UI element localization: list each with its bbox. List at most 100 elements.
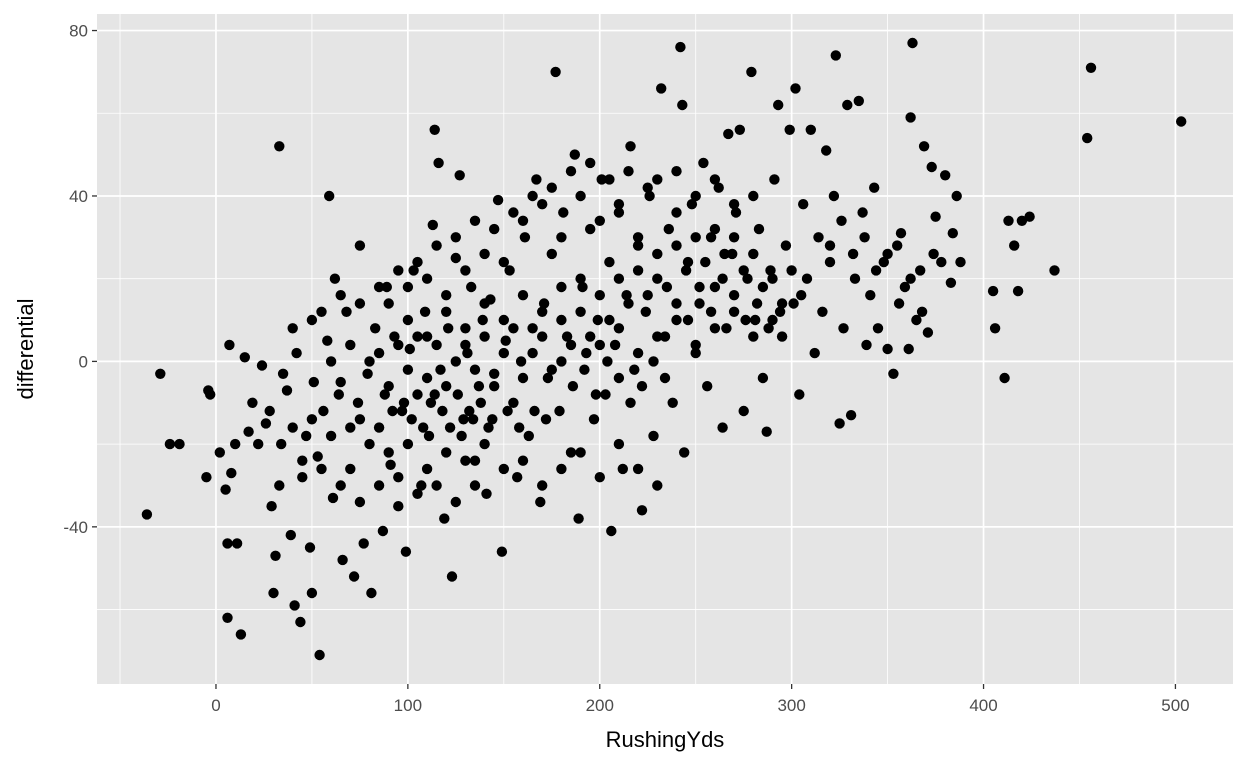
data-point [632, 232, 644, 243]
data-point [847, 248, 859, 260]
data-point [479, 298, 490, 309]
data-point [730, 207, 742, 218]
data-point [370, 323, 381, 334]
x-axis-title: RushingYds [606, 727, 725, 752]
data-point [274, 480, 285, 491]
data-point [546, 364, 557, 375]
data-point [569, 149, 580, 160]
data-point [698, 157, 709, 169]
data-point [727, 248, 738, 260]
data-point [517, 215, 529, 226]
data-point [824, 240, 836, 251]
data-point [312, 451, 323, 462]
data-point [306, 414, 318, 425]
data-point [740, 314, 751, 326]
data-point [337, 554, 348, 566]
data-point [738, 405, 749, 417]
data-point [450, 356, 461, 367]
data-point [604, 314, 615, 326]
data-point [1176, 116, 1187, 127]
data-point [757, 281, 769, 293]
data-point [955, 256, 966, 268]
data-point [911, 314, 922, 326]
data-point [362, 368, 373, 379]
data-point [412, 389, 423, 400]
data-point [680, 265, 692, 276]
data-point [632, 463, 644, 475]
data-point [784, 124, 795, 135]
data-point [671, 240, 682, 251]
data-point [748, 248, 759, 260]
data-point [659, 331, 671, 342]
y-tick-label: 80 [69, 22, 88, 41]
data-point [905, 112, 916, 123]
data-point [435, 364, 446, 375]
data-point [450, 232, 461, 243]
data-point [412, 331, 423, 342]
data-point [636, 505, 648, 516]
data-point [713, 182, 724, 193]
data-point [546, 182, 557, 193]
data-point [256, 360, 268, 371]
data-point [767, 273, 778, 284]
data-point [479, 438, 490, 450]
data-point [500, 335, 511, 346]
data-point [721, 323, 732, 334]
data-point [487, 414, 498, 425]
data-point [205, 389, 216, 400]
data-point [609, 339, 621, 351]
data-point [769, 174, 780, 185]
data-point [396, 405, 408, 417]
data-point [728, 290, 740, 301]
data-point [285, 529, 296, 541]
data-point [556, 463, 567, 475]
data-point [882, 248, 893, 260]
data-point [556, 232, 567, 243]
data-point [527, 347, 538, 359]
data-point [354, 414, 366, 425]
data-point [915, 265, 926, 276]
data-point [515, 356, 527, 367]
data-point [870, 265, 882, 276]
data-point [517, 455, 529, 466]
data-point [381, 281, 392, 293]
data-point [393, 472, 404, 483]
data-point [705, 306, 717, 317]
data-point [774, 306, 786, 317]
data-point [316, 463, 327, 475]
data-point [1082, 132, 1093, 144]
data-point [575, 447, 586, 458]
data-point [264, 405, 275, 417]
data-point [270, 550, 281, 561]
data-point [922, 327, 934, 338]
data-points [141, 37, 1187, 661]
data-point [893, 298, 905, 309]
data-point [508, 397, 519, 408]
x-axis: 0 100 200 300 400 500 [211, 684, 1190, 715]
data-point [502, 405, 513, 417]
data-point [734, 124, 745, 135]
data-point [469, 215, 481, 226]
data-point [230, 438, 241, 450]
data-point [794, 389, 805, 400]
data-point [247, 397, 258, 408]
data-point [694, 298, 705, 309]
data-point [613, 273, 625, 284]
data-point [878, 256, 889, 268]
data-point [535, 496, 546, 508]
data-point [460, 455, 471, 466]
data-point [529, 405, 540, 417]
data-point [742, 273, 753, 284]
data-point [801, 273, 813, 284]
data-point [473, 381, 485, 392]
data-point [383, 381, 394, 392]
data-point [642, 182, 653, 193]
data-point [786, 265, 797, 276]
data-point [253, 438, 264, 450]
data-point [690, 339, 701, 351]
data-point [690, 232, 701, 243]
data-point [882, 343, 893, 355]
data-point [636, 381, 648, 392]
data-point [492, 194, 504, 206]
data-point [402, 364, 414, 375]
